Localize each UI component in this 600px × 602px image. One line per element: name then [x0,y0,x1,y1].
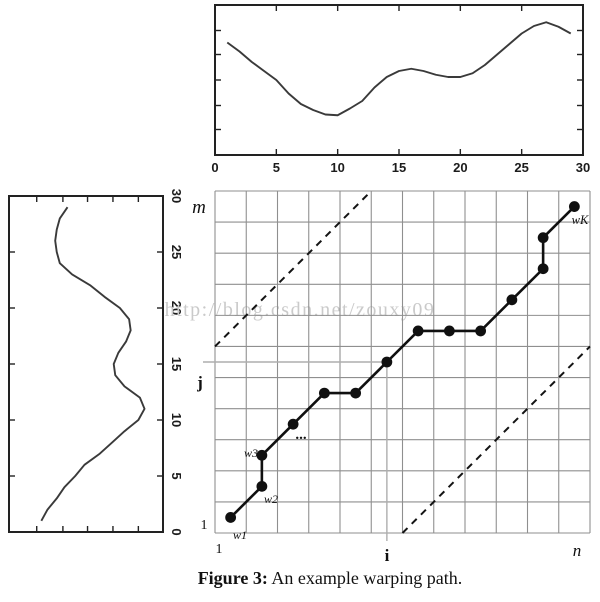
warping-path-dot [506,294,518,306]
band-lower-dashed-line [401,345,591,534]
point-label-w2: w2 [264,492,278,506]
warping-path-line [229,205,576,519]
x-tick-label: 5 [273,160,280,175]
x-tick-label: 0 [211,160,218,175]
warping-path-dot [568,201,580,212]
t-tick-label: 20 [169,301,184,315]
warping-path-dot [412,325,424,337]
warping-path-dot [443,325,455,337]
top-series-curve [226,21,572,117]
x-tick-label: 20 [453,160,467,175]
warping-grid-panel [203,190,591,541]
axis-label-n: n [573,541,582,560]
path-ellipsis: ... [295,427,307,443]
x-tick-label: 15 [392,160,406,175]
x-tick-label: 30 [576,160,590,175]
axis-label-j: j [196,373,203,392]
t-tick-label: 10 [169,413,184,427]
point-label-w1: w1 [233,528,247,542]
x-tick-label: 10 [330,160,344,175]
axis-label-m: m [192,197,206,218]
left-panel-box [8,195,164,533]
warping-path-dot [537,232,549,244]
top-series-panel: 0 5 10 15 20 25 30 [211,4,590,175]
warping-path-dot [256,480,268,492]
band-upper-dashed-line [214,190,372,348]
point-label-wK: wK [572,213,589,227]
warping-path-dot [381,356,393,368]
warping-path-dot [256,449,268,461]
t-tick-label: 25 [169,245,184,259]
figure-canvas: 0 5 10 15 20 25 30 0 5 10 15 20 25 30 http://blog.cs… [8,4,591,565]
point-label-w3: w3 [244,446,258,460]
left-series-panel: 0 5 10 15 20 25 30 [8,189,184,536]
top-panel-box [214,4,584,156]
watermark: http://blog.csdn.net/zouxy09 [165,299,436,321]
figure-caption-prefix: Figure 3: [197,568,268,588]
figure-caption-text: An example warping path. [271,568,463,588]
axis-label-i: i [385,546,390,565]
warping-path-dot [350,387,362,399]
warping-path-dot [318,387,330,399]
warping-path-dot [225,512,237,523]
t-tick-label: 30 [169,189,184,203]
warping-path-dot [475,325,487,337]
figure-caption: Figure 3: An example warping path. [60,568,600,589]
axis-label-one-bottom: 1 [216,542,223,557]
left-series-curve [40,206,146,522]
t-tick-label: 15 [169,357,184,371]
warping-path-dot [537,263,549,275]
warping-path-dots [225,201,580,523]
grid-labels: m j 1 1 i n w1 w2 w3 wK ... [192,197,589,565]
t-tick-label: 0 [169,528,184,535]
t-tick-label: 5 [169,472,184,479]
x-tick-label: 25 [514,160,528,175]
warping-path-dot [287,418,299,430]
axis-label-one-left: 1 [201,518,208,533]
